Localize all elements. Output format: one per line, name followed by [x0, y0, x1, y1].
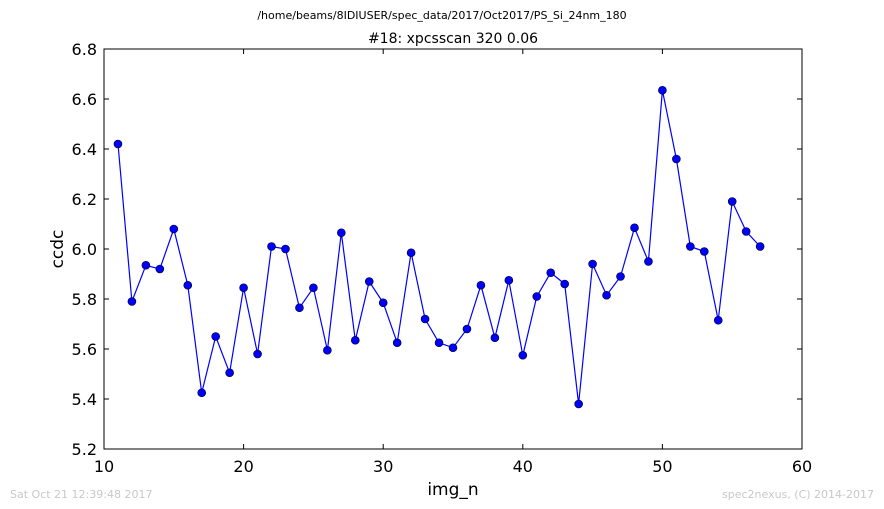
data-point — [476, 280, 486, 290]
data-point — [267, 242, 276, 251]
x-tick-label: 40 — [513, 457, 533, 476]
data-point — [518, 350, 528, 360]
x-tick-label: 50 — [652, 457, 672, 476]
data-point — [699, 247, 709, 256]
data-point — [337, 228, 346, 238]
data-point — [183, 280, 193, 290]
data-point — [532, 292, 542, 301]
y-tick-label: 5.4 — [72, 390, 97, 409]
y-axis-label: ccdc — [48, 230, 68, 269]
data-point — [755, 242, 765, 251]
footer-credit: spec2nexus, (C) 2014-2017 — [722, 488, 874, 501]
data-point — [378, 298, 388, 308]
data-point — [211, 332, 220, 341]
footer-timestamp: Sat Oct 21 12:39:48 2017 — [10, 488, 152, 501]
data-point — [364, 277, 374, 286]
data-point — [225, 368, 234, 378]
data-point — [239, 283, 248, 293]
x-axis-label: img_n — [427, 480, 478, 500]
data-point — [630, 223, 639, 233]
data-point — [560, 279, 569, 289]
data-series — [113, 85, 765, 409]
chart-title: #18: xpcsscan 320 0.06 — [368, 31, 538, 47]
data-point — [406, 248, 416, 258]
data-point — [253, 349, 262, 359]
data-point — [741, 227, 751, 236]
data-point — [197, 388, 207, 398]
data-point — [323, 345, 332, 355]
x-tick-label: 10 — [94, 457, 114, 476]
data-point — [672, 154, 681, 164]
data-point — [113, 139, 123, 149]
data-point — [686, 242, 695, 251]
data-point — [727, 197, 737, 206]
y-tick-label: 6.0 — [72, 240, 97, 259]
data-point — [420, 314, 430, 324]
y-tick-label: 5.6 — [72, 340, 97, 359]
axis-ticks: 10 20 30 40 50 60 5.2 5.4 5.6 5.8 6.0 6.2 6.4 6.6 6.8 — [72, 40, 813, 476]
data-point — [392, 338, 402, 348]
chart-suptitle: /home/beams/8IDIUSER/spec_data/2017/Oct2… — [257, 9, 626, 22]
data-point — [434, 338, 444, 348]
data-point — [616, 272, 625, 281]
data-point — [309, 283, 318, 293]
data-point — [504, 275, 514, 285]
data-point — [602, 290, 611, 300]
data-point — [490, 333, 500, 343]
y-tick-label: 5.2 — [72, 440, 97, 459]
plot-area — [103, 48, 803, 450]
data-point — [169, 224, 179, 234]
data-point — [713, 315, 723, 325]
data-point — [127, 297, 137, 306]
data-point — [658, 85, 667, 95]
x-tick-label: 20 — [233, 457, 253, 476]
y-tick-label: 6.6 — [72, 90, 97, 109]
x-tick-label: 30 — [373, 457, 393, 476]
x-tick-label: 60 — [792, 457, 812, 476]
y-tick-label: 6.2 — [72, 190, 97, 209]
y-tick-label: 6.8 — [72, 40, 97, 59]
data-point — [546, 268, 556, 278]
data-point — [350, 335, 360, 345]
data-point — [281, 244, 290, 254]
data-point — [295, 303, 304, 313]
data-point — [574, 399, 583, 409]
data-point — [141, 260, 151, 270]
data-point — [644, 257, 653, 266]
data-point — [462, 324, 472, 334]
y-tick-label: 5.8 — [72, 290, 97, 309]
y-tick-label: 6.4 — [72, 140, 97, 159]
data-point — [448, 343, 458, 353]
data-point — [588, 259, 597, 269]
data-point — [155, 264, 165, 274]
